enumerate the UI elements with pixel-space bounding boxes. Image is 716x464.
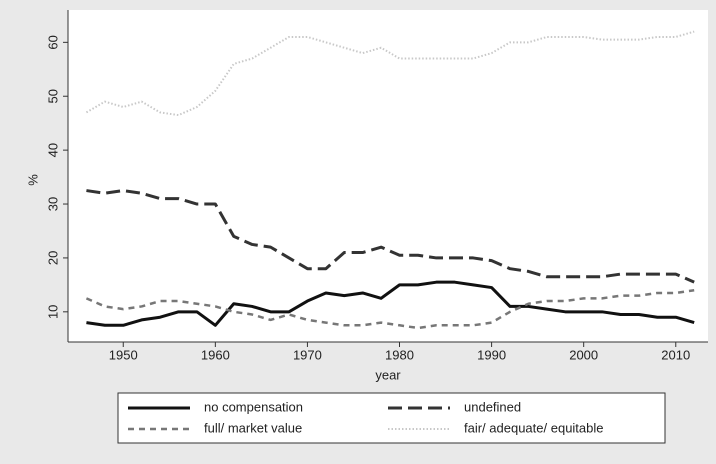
x-tick-label: 1980 (385, 347, 414, 362)
line-series (86, 280, 695, 327)
line-series (85, 30, 695, 117)
y-tick-label: 30 (45, 197, 60, 211)
y-tick-label: 40 (45, 143, 60, 157)
x-tick-label: 1990 (477, 347, 506, 362)
y-tick-label: 50 (45, 89, 60, 103)
x-tick-label: 1970 (293, 347, 322, 362)
x-axis-label: year (375, 367, 401, 382)
legend-label: full/ market value (204, 420, 302, 435)
x-tick-label: 2000 (569, 347, 598, 362)
legend-label: undefined (464, 399, 521, 414)
x-tick-label: 2010 (661, 347, 690, 362)
line-series (85, 289, 695, 330)
y-tick-label: 60 (45, 35, 60, 49)
legend (117, 392, 666, 444)
x-tick-label: 1950 (109, 347, 138, 362)
legend-label: no compensation (204, 399, 303, 414)
line-series (86, 189, 695, 284)
y-axis-label: % (25, 174, 40, 186)
legend-label: fair/ adequate/ equitable (464, 420, 604, 435)
y-tick-label: 20 (45, 251, 60, 265)
plot-area (68, 10, 708, 342)
x-tick-label: 1960 (201, 347, 230, 362)
y-tick-label: 10 (45, 305, 60, 319)
